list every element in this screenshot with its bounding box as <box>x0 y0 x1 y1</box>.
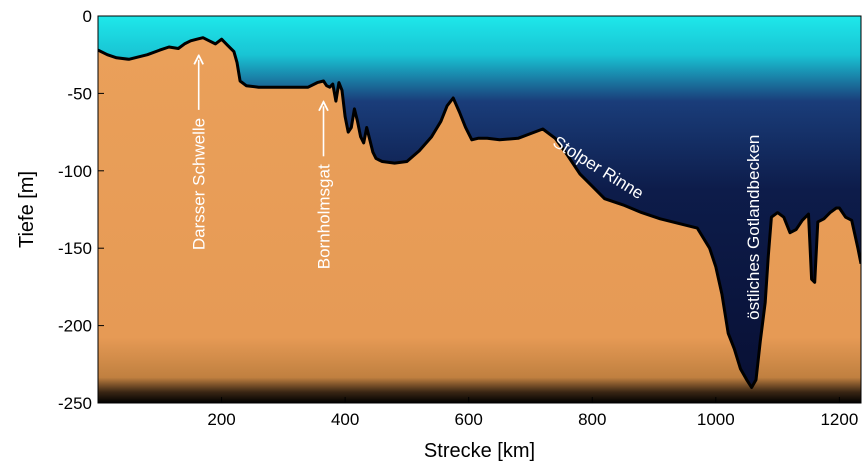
y-tick-label: -200 <box>58 317 92 336</box>
y-axis-title: Tiefe [m] <box>16 171 38 248</box>
seabed-line <box>98 36 861 389</box>
seabed-area <box>98 37 861 403</box>
x-tick-label: 400 <box>331 410 359 429</box>
annotation-label: östliches Gotlandbecken <box>744 135 763 320</box>
y-tick-label: 0 <box>83 7 92 26</box>
y-tick-label: -50 <box>67 84 92 103</box>
x-axis-title: Strecke [km] <box>424 440 535 462</box>
x-tick-label: 1200 <box>820 410 858 429</box>
plot-frame <box>97 15 862 404</box>
plot-area <box>98 16 861 403</box>
y-tick-label: -100 <box>58 162 92 181</box>
annotation-label: Bornholmsgat <box>315 164 334 269</box>
x-tick-label: 200 <box>207 410 235 429</box>
x-tick-label: 1000 <box>697 410 735 429</box>
x-tick-label: 600 <box>455 410 483 429</box>
x-tick-label: 800 <box>578 410 606 429</box>
y-tick-label: -250 <box>58 394 92 413</box>
annotation-label: Darsser Schwelle <box>190 118 209 250</box>
y-tick-label: -150 <box>58 239 92 258</box>
